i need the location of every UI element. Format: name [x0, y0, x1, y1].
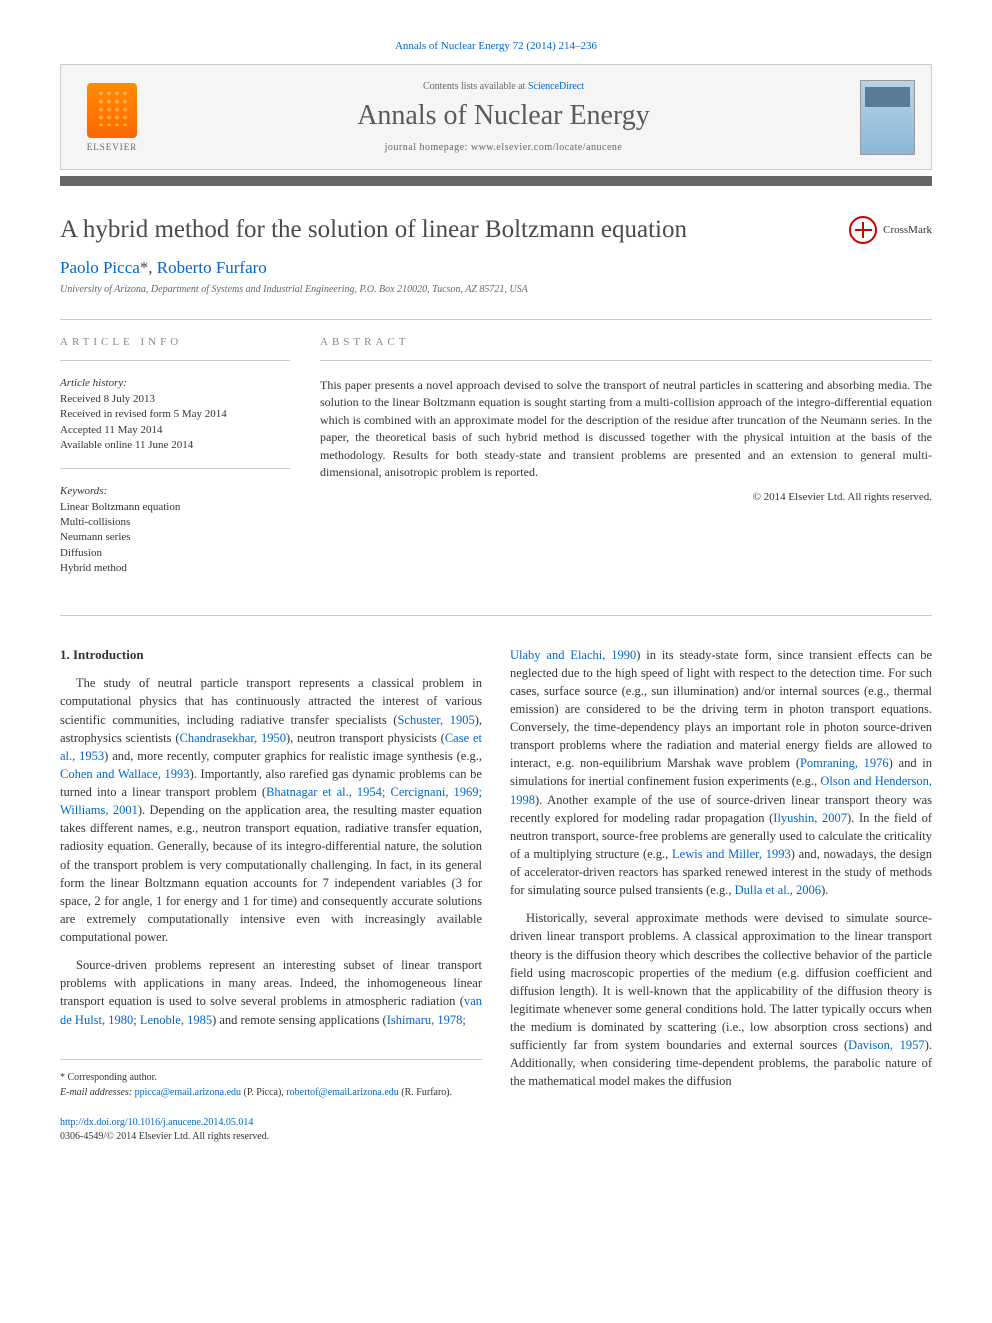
ref-lewis[interactable]: Lewis and Miller, 1993 [672, 847, 791, 861]
journal-cover-thumb [860, 80, 915, 155]
author-sep: , [148, 258, 157, 277]
body-columns: 1. Introduction The study of neutral par… [60, 646, 932, 1145]
ref-ilyushin[interactable]: Ilyushin, 2007 [773, 811, 847, 825]
abstract-panel: ABSTRACT This paper presents a novel app… [320, 336, 932, 591]
authors-line: Paolo Picca*, Roberto Furfaro [60, 258, 932, 278]
section-heading-1: 1. Introduction [60, 646, 482, 665]
homepage-prefix: journal homepage: [385, 142, 471, 153]
para-3: Ulaby and Elachi, 1990) in its steady-st… [510, 646, 932, 900]
email-label: E-mail addresses: [60, 1087, 135, 1098]
abstract-label: ABSTRACT [320, 336, 932, 348]
ref-dulla[interactable]: Dulla et al., 2006 [735, 883, 821, 897]
ref-davison[interactable]: Davison, 1957 [848, 1038, 925, 1052]
citation-line: Annals of Nuclear Energy 72 (2014) 214–2… [60, 40, 932, 52]
homepage-line: journal homepage: www.elsevier.com/locat… [147, 142, 860, 153]
journal-header: ELSEVIER Contents lists available at Sci… [60, 64, 932, 170]
history-online: Available online 11 June 2014 [60, 438, 290, 453]
email-2[interactable]: robertof@email.arizona.edu [286, 1087, 399, 1098]
hr-keywords [60, 468, 290, 469]
doi-link[interactable]: http://dx.doi.org/10.1016/j.anucene.2014… [60, 1117, 253, 1128]
hr-body [60, 615, 932, 616]
elsevier-label: ELSEVIER [87, 142, 138, 152]
footer-corresponding: * Corresponding author. E-mail addresses… [60, 1059, 482, 1100]
sciencedirect-link[interactable]: ScienceDirect [528, 81, 584, 92]
homepage-url[interactable]: www.elsevier.com/locate/anucene [471, 142, 622, 153]
ref-ulaby[interactable]: Ulaby and Elachi, 1990 [510, 648, 636, 662]
crossmark-icon [849, 216, 877, 244]
column-left: 1. Introduction The study of neutral par… [60, 646, 482, 1145]
email-1[interactable]: ppicca@email.arizona.edu [135, 1087, 241, 1098]
history-received: Received 8 July 2013 [60, 392, 290, 407]
history-revised: Received in revised form 5 May 2014 [60, 407, 290, 422]
article-title: A hybrid method for the solution of line… [60, 216, 849, 244]
email-2-name: (R. Furfaro). [399, 1087, 452, 1098]
hr-abstract [320, 360, 932, 361]
email-line: E-mail addresses: ppicca@email.arizona.e… [60, 1085, 482, 1100]
ref-cohen[interactable]: Cohen and Wallace, 1993 [60, 767, 190, 781]
footer-doi-block: http://dx.doi.org/10.1016/j.anucene.2014… [60, 1116, 482, 1145]
email-1-name: (P. Picca), [241, 1087, 286, 1098]
crossmark-label: CrossMark [883, 224, 932, 236]
author-2[interactable]: Roberto Furfaro [157, 258, 267, 277]
article-info-label: ARTICLE INFO [60, 336, 290, 348]
affiliation: University of Arizona, Department of Sys… [60, 284, 932, 295]
keyword-3: Neumann series [60, 530, 290, 545]
para-4: Historically, several approximate method… [510, 909, 932, 1090]
elsevier-logo: ELSEVIER [77, 77, 147, 157]
keyword-5: Hybrid method [60, 561, 290, 576]
column-right: Ulaby and Elachi, 1990) in its steady-st… [510, 646, 932, 1145]
hr-top [60, 319, 932, 320]
elsevier-tree-icon [87, 83, 137, 138]
divider-bar [60, 176, 932, 186]
abstract-copyright: © 2014 Elsevier Ltd. All rights reserved… [320, 491, 932, 503]
journal-name: Annals of Nuclear Energy [147, 100, 860, 132]
history-accepted: Accepted 11 May 2014 [60, 423, 290, 438]
history-label: Article history: [60, 377, 290, 389]
article-info-panel: ARTICLE INFO Article history: Received 8… [60, 336, 290, 591]
hr-info [60, 360, 290, 361]
abstract-text: This paper presents a novel approach dev… [320, 377, 932, 481]
keywords-label: Keywords: [60, 485, 290, 497]
para-1: The study of neutral particle transport … [60, 674, 482, 946]
keyword-4: Diffusion [60, 546, 290, 561]
issn-copyright: 0306-4549/© 2014 Elsevier Ltd. All right… [60, 1130, 482, 1145]
ref-pomraning[interactable]: Pomraning, 1976 [800, 756, 889, 770]
ref-ishimaru[interactable]: Ishimaru, 1978; [387, 1013, 466, 1027]
contents-prefix: Contents lists available at [423, 81, 528, 92]
crossmark-badge[interactable]: CrossMark [849, 216, 932, 244]
author-1[interactable]: Paolo Picca [60, 258, 140, 277]
contents-available: Contents lists available at ScienceDirec… [147, 81, 860, 92]
ref-chandrasekhar[interactable]: Chandrasekhar, 1950 [180, 731, 286, 745]
corresponding-label: * Corresponding author. [60, 1070, 482, 1085]
keyword-1: Linear Boltzmann equation [60, 500, 290, 515]
keyword-2: Multi-collisions [60, 515, 290, 530]
ref-schuster[interactable]: Schuster, 1905 [397, 713, 474, 727]
para-2: Source-driven problems represent an inte… [60, 956, 482, 1029]
